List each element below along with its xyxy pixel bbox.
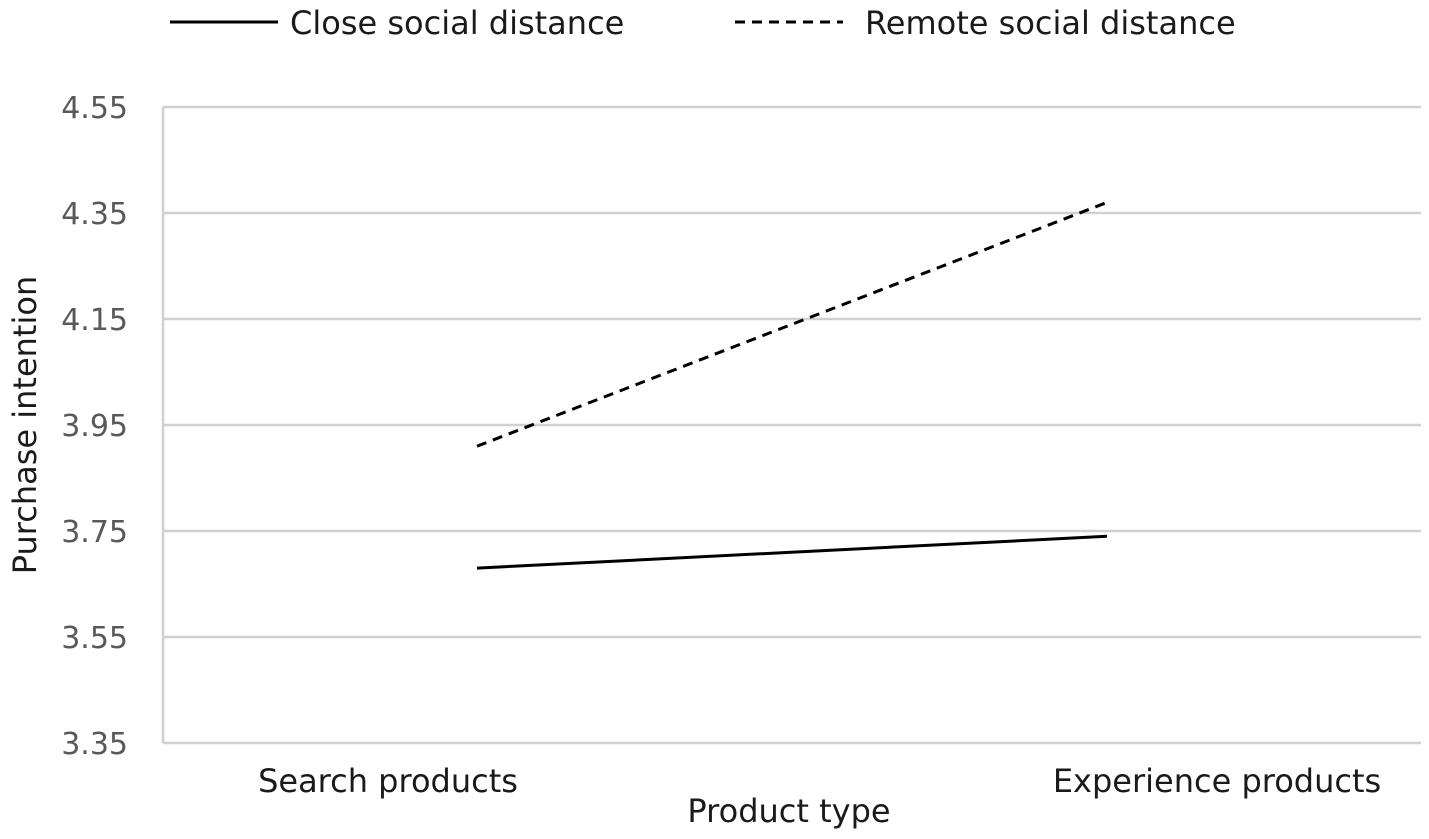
y-tick-label: 3.75 xyxy=(61,515,128,550)
x-axis-title: Product type xyxy=(687,792,890,830)
x-axis: Search products Experience products Prod… xyxy=(258,762,1381,830)
legend-label-close-social-distance: Close social distance xyxy=(290,4,624,42)
legend: Close social distance Remote social dist… xyxy=(170,4,1236,42)
y-tick-label: 4.55 xyxy=(61,91,128,126)
series-lines xyxy=(476,201,1108,570)
y-tick-label: 3.35 xyxy=(61,727,128,762)
y-tick-label: 4.35 xyxy=(61,197,128,232)
y-axis-title: Purchase intention xyxy=(6,276,44,574)
legend-label-remote-social-distance: Remote social distance xyxy=(865,4,1236,42)
y-tick-label: 3.55 xyxy=(61,621,128,656)
x-tick-label-search-products: Search products xyxy=(258,762,518,800)
plot-area: 3.35 3.55 3.75 3.95 4.15 4.35 4.55 xyxy=(61,91,1421,762)
y-tick-label: 3.95 xyxy=(61,409,128,444)
y-tick-label: 4.15 xyxy=(61,303,128,338)
series-line-remote-social-distance xyxy=(476,201,1108,448)
series-line-close-social-distance xyxy=(476,534,1108,570)
x-tick-label-experience-products: Experience products xyxy=(1053,762,1381,800)
gridlines xyxy=(163,105,1421,745)
y-tick-labels: 3.35 3.55 3.75 3.95 4.15 4.35 4.55 xyxy=(61,91,128,762)
